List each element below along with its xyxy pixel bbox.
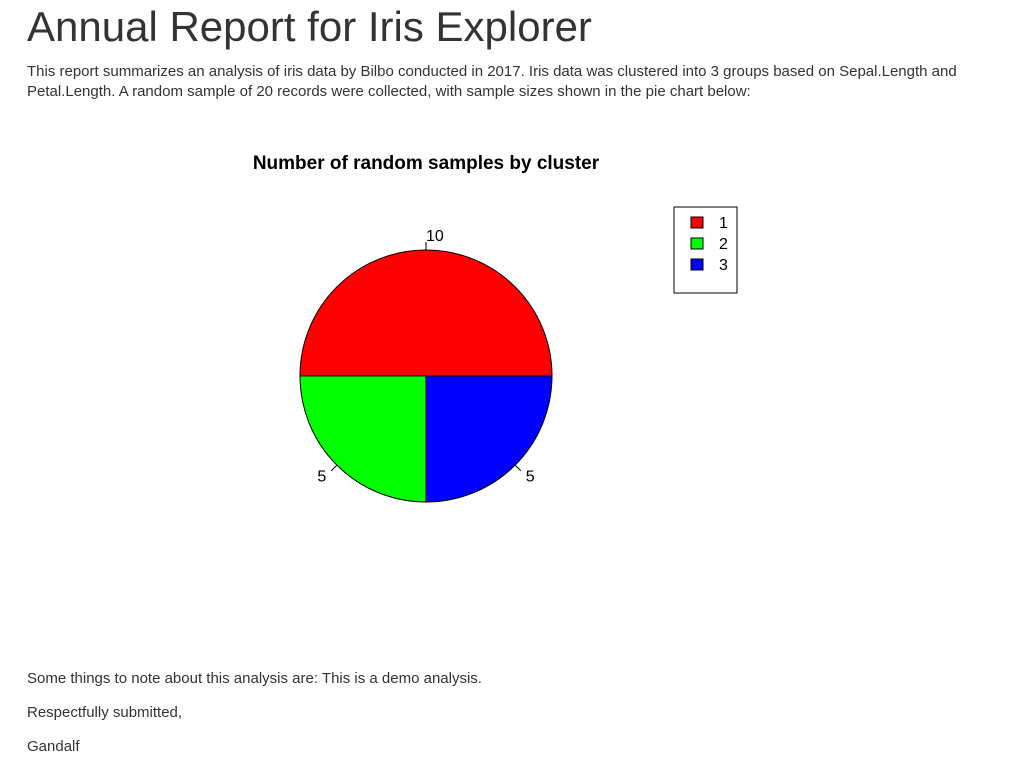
signature: Gandalf xyxy=(27,738,80,755)
legend-label-1: 1 xyxy=(719,215,728,232)
legend-box xyxy=(673,206,738,294)
legend-label-3: 3 xyxy=(719,257,728,274)
legend-label-2: 2 xyxy=(719,236,728,253)
analysis-note: Some things to note about this analysis … xyxy=(27,670,482,687)
pie-value-label-3: 5 xyxy=(526,469,535,486)
chart-legend: 1 2 3 xyxy=(673,206,738,294)
pie-slice-1 xyxy=(299,249,553,377)
pie-value-label-2: 5 xyxy=(317,469,326,486)
page-title: Annual Report for Iris Explorer xyxy=(27,3,592,50)
intro-paragraph: This report summarizes an analysis of ir… xyxy=(27,63,957,100)
closing-line: Respectfully submitted, xyxy=(27,704,183,721)
legend-swatch-2 xyxy=(690,237,704,250)
pie-label-tick-2 xyxy=(330,464,338,472)
legend-swatch-3 xyxy=(690,258,704,271)
pie-slice-2 xyxy=(299,375,427,503)
pie-chart: Number of random samples by cluster 10 5 5… xyxy=(253,153,738,503)
pie-slice-3 xyxy=(425,375,553,503)
chart-title: Number of random samples by cluster xyxy=(253,153,600,174)
legend-swatch-1 xyxy=(690,216,704,229)
pie-value-label-1: 10 xyxy=(426,228,444,245)
pie-label-tick-3 xyxy=(514,464,522,472)
